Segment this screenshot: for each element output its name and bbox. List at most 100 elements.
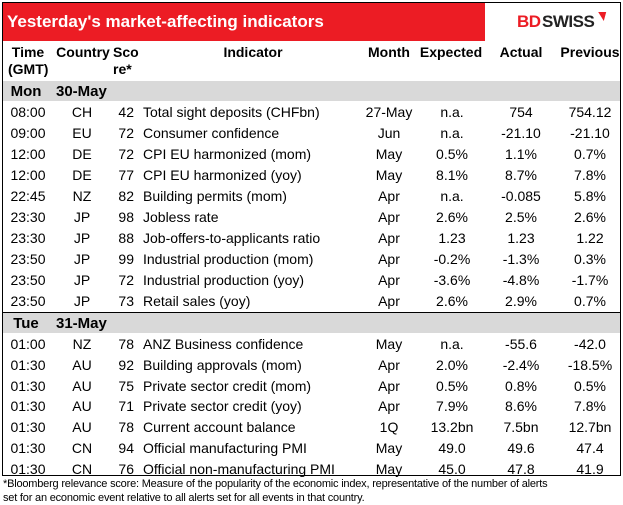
cell-expected: 49.0 <box>438 440 466 456</box>
cell-time: 22:45 <box>10 188 46 204</box>
cell-month: Apr <box>378 398 400 415</box>
cell-expected: -3.6% <box>433 272 471 288</box>
cell-previous: 12.7bn <box>568 419 612 436</box>
cell-actual: -1.3% <box>502 251 540 267</box>
cell-month: May <box>375 440 403 456</box>
header-score-line2: re* <box>113 61 132 77</box>
cell-previous: 41.9 <box>576 460 604 477</box>
cell-time: 08:00 <box>10 104 46 120</box>
cell-score: 78 <box>118 336 134 352</box>
cell-previous: 7.8% <box>574 167 606 183</box>
indicators-table: Yesterday's market-affecting indicators … <box>2 2 621 477</box>
table-row: 01:00 NZ 78 ANZ Business confidence May n.a. -… <box>3 334 620 355</box>
cell-actual: 2.5% <box>505 209 537 225</box>
cell-previous: -18.5% <box>567 356 613 373</box>
cell-country: AU <box>72 398 92 415</box>
header-previous: Previous <box>560 44 620 60</box>
table-row: 09:00 EU 72 Consumer confidence Jun n.a. -21.1… <box>3 123 620 144</box>
cell-month: Jun <box>377 125 401 141</box>
cell-country: CN <box>71 440 93 456</box>
cell-previous: -42.0 <box>574 336 606 352</box>
cell-month: May <box>375 167 403 183</box>
cell-indicator: Official manufacturing PMI <box>143 440 307 456</box>
cell-actual: 0.8% <box>505 377 537 394</box>
cell-score: 92 <box>118 356 134 373</box>
header-time: Time (GMT) <box>8 44 48 78</box>
cell-score: 98 <box>118 209 134 225</box>
cell-time: 01:30 <box>10 377 46 394</box>
cell-previous: 0.7% <box>574 293 606 309</box>
logo-text-dark: SWISS <box>542 12 595 31</box>
cell-month: Apr <box>378 293 400 309</box>
cell-expected: n.a. <box>440 104 464 120</box>
day-date: 30-May <box>56 83 107 100</box>
cell-time: 23:30 <box>10 209 46 225</box>
cell-actual: -2.4% <box>502 356 540 373</box>
cell-time: 23:50 <box>10 272 46 288</box>
cell-previous: 7.8% <box>574 398 606 415</box>
cell-expected: 13.2bn <box>430 419 474 436</box>
day-date: 31-May <box>56 315 107 332</box>
cell-country: JP <box>73 209 91 225</box>
cell-previous: 0.3% <box>574 251 606 267</box>
cell-indicator: Consumer confidence <box>143 125 280 141</box>
cell-expected: n.a. <box>440 125 464 141</box>
cell-country: JP <box>73 251 91 267</box>
cell-actual: 7.5bn <box>503 419 539 436</box>
cell-actual: 47.8 <box>507 460 535 477</box>
cell-indicator: CPI EU harmonized (yoy) <box>143 167 302 183</box>
cell-indicator: ANZ Business confidence <box>143 336 304 352</box>
cell-score: 73 <box>118 293 134 309</box>
cell-month: May <box>375 460 403 477</box>
table-row: 01:30 AU 75 Private sector credit (mom) Apr 0… <box>3 376 620 397</box>
table-row: 01:30 CN 94 Official manufacturing PMI May 49… <box>3 438 620 459</box>
cell-actual: 1.1% <box>505 146 537 162</box>
table-row: 12:00 DE 72 CPI EU harmonized (mom) May 0.5% 1… <box>3 144 620 165</box>
cell-time: 09:00 <box>10 125 46 141</box>
cell-country: JP <box>73 230 91 246</box>
cell-country: CH <box>71 104 93 120</box>
header-score: Sco re* <box>113 44 139 78</box>
cell-month: 1Q <box>379 419 399 436</box>
cell-indicator: Jobless rate <box>143 209 219 225</box>
cell-previous: 5.8% <box>574 188 606 204</box>
cell-month: Apr <box>378 188 400 204</box>
cell-actual: 2.9% <box>505 293 537 309</box>
cell-previous: 47.4 <box>576 440 604 456</box>
cell-expected: 2.6% <box>436 293 468 309</box>
table-row: 23:30 JP 98 Jobless rate Apr 2.6% 2.5% 2.6% <box>3 207 620 228</box>
cell-actual: -21.10 <box>501 125 541 141</box>
cell-score: 99 <box>118 251 134 267</box>
cell-expected: 2.0% <box>436 356 468 373</box>
table-row: 23:50 JP 72 Industrial production (yoy) Apr -… <box>3 270 620 291</box>
cell-indicator: Private sector credit (yoy) <box>143 398 302 415</box>
cell-time: 01:00 <box>10 336 46 352</box>
cell-indicator: Private sector credit (mom) <box>143 377 312 394</box>
cell-month: May <box>375 336 403 352</box>
day-name: Mon <box>10 83 42 100</box>
bdswiss-logo: BD SWISS <box>485 3 620 41</box>
cell-country: AU <box>72 356 92 373</box>
cell-country: AU <box>72 419 92 436</box>
cell-expected: 7.9% <box>436 398 468 415</box>
cell-score: 76 <box>118 460 134 477</box>
cell-month: Apr <box>378 272 400 288</box>
table-row: 12:00 DE 77 CPI EU harmonized (yoy) May 8.1% 8… <box>3 165 620 186</box>
cell-previous: 0.7% <box>574 146 606 162</box>
cell-time: 23:50 <box>10 293 46 309</box>
cell-country: JP <box>73 272 91 288</box>
cell-previous: 0.5% <box>574 377 606 394</box>
logo-text-red: BD <box>517 12 541 31</box>
cell-time: 23:30 <box>10 230 46 246</box>
cell-score: 94 <box>118 440 134 456</box>
cell-country: NZ <box>72 188 92 204</box>
cell-indicator: Retail sales (yoy) <box>143 293 251 309</box>
cell-country: JP <box>73 293 91 309</box>
cell-actual: 8.6% <box>505 398 537 415</box>
cell-score: 71 <box>118 398 134 415</box>
cell-country: EU <box>72 125 92 141</box>
cell-time: 01:30 <box>10 398 46 415</box>
cell-indicator: Building permits (mom) <box>143 188 287 204</box>
table-row: 23:30 JP 88 Job-offers-to-applicants ratio A… <box>3 228 620 249</box>
day-name: Tue <box>13 315 39 332</box>
